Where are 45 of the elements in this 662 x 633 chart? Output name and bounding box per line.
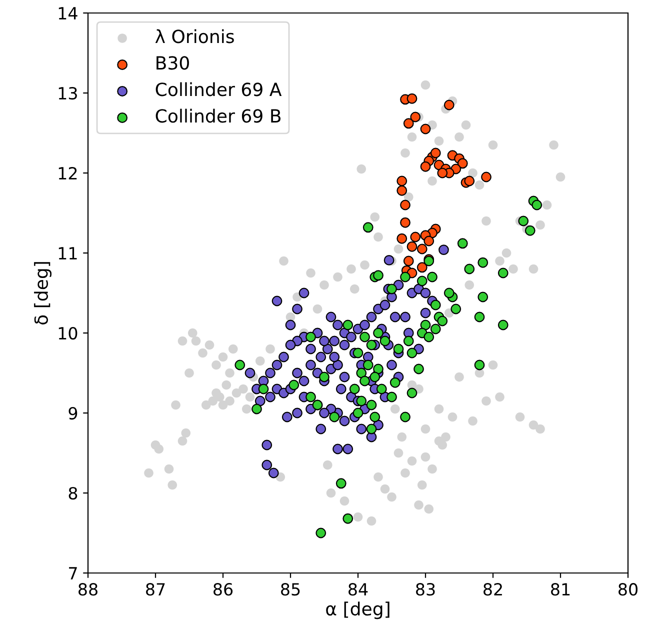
- point: [424, 236, 434, 246]
- point: [410, 232, 421, 242]
- y-tick-label: 13: [58, 86, 77, 100]
- x-tick-label: 82: [484, 583, 502, 596]
- point: [400, 200, 410, 210]
- point: [403, 118, 414, 129]
- x-tick-label: 81: [551, 583, 570, 596]
- point: [464, 176, 475, 186]
- x-tick-label: 86: [214, 583, 233, 596]
- point: [481, 172, 492, 182]
- legend-label: Collinder 69 A: [156, 82, 282, 96]
- point: [444, 100, 454, 110]
- point: [457, 158, 468, 169]
- point: [406, 93, 418, 104]
- point: [396, 233, 408, 244]
- point: [403, 256, 414, 266]
- x-tick-label: 80: [618, 583, 638, 596]
- y-tick-label: 7: [69, 567, 77, 580]
- point: [430, 148, 441, 158]
- x-tick-label: 85: [281, 583, 300, 596]
- point: [416, 262, 428, 273]
- point: [437, 168, 448, 178]
- x-axis-title: α [deg]: [326, 602, 390, 620]
- x-tick-label: 88: [78, 583, 98, 596]
- y-tick-label: 14: [58, 7, 78, 20]
- point: [400, 217, 410, 228]
- point: [396, 185, 408, 196]
- point: [420, 161, 431, 172]
- point: [406, 241, 418, 252]
- y-tick-label: 9: [68, 406, 78, 420]
- legend-label: B30: [156, 56, 189, 70]
- x-tick-label: 83: [416, 583, 435, 596]
- point: [416, 244, 428, 254]
- x-tick-label: 84: [348, 583, 368, 596]
- point: [396, 176, 408, 186]
- legend-label: λ Orionis: [155, 29, 234, 44]
- y-axis-title: δ [deg]: [34, 262, 52, 324]
- y-tick-label: 8: [68, 486, 78, 500]
- y-tick-label: 12: [58, 166, 77, 180]
- x-tick-label: 87: [146, 583, 165, 596]
- point: [410, 112, 421, 122]
- y-tick-label: 10: [58, 326, 78, 340]
- point: [420, 124, 431, 134]
- y-tick-label: 11: [58, 247, 77, 260]
- legend-label: Collinder 69 B: [156, 108, 281, 123]
